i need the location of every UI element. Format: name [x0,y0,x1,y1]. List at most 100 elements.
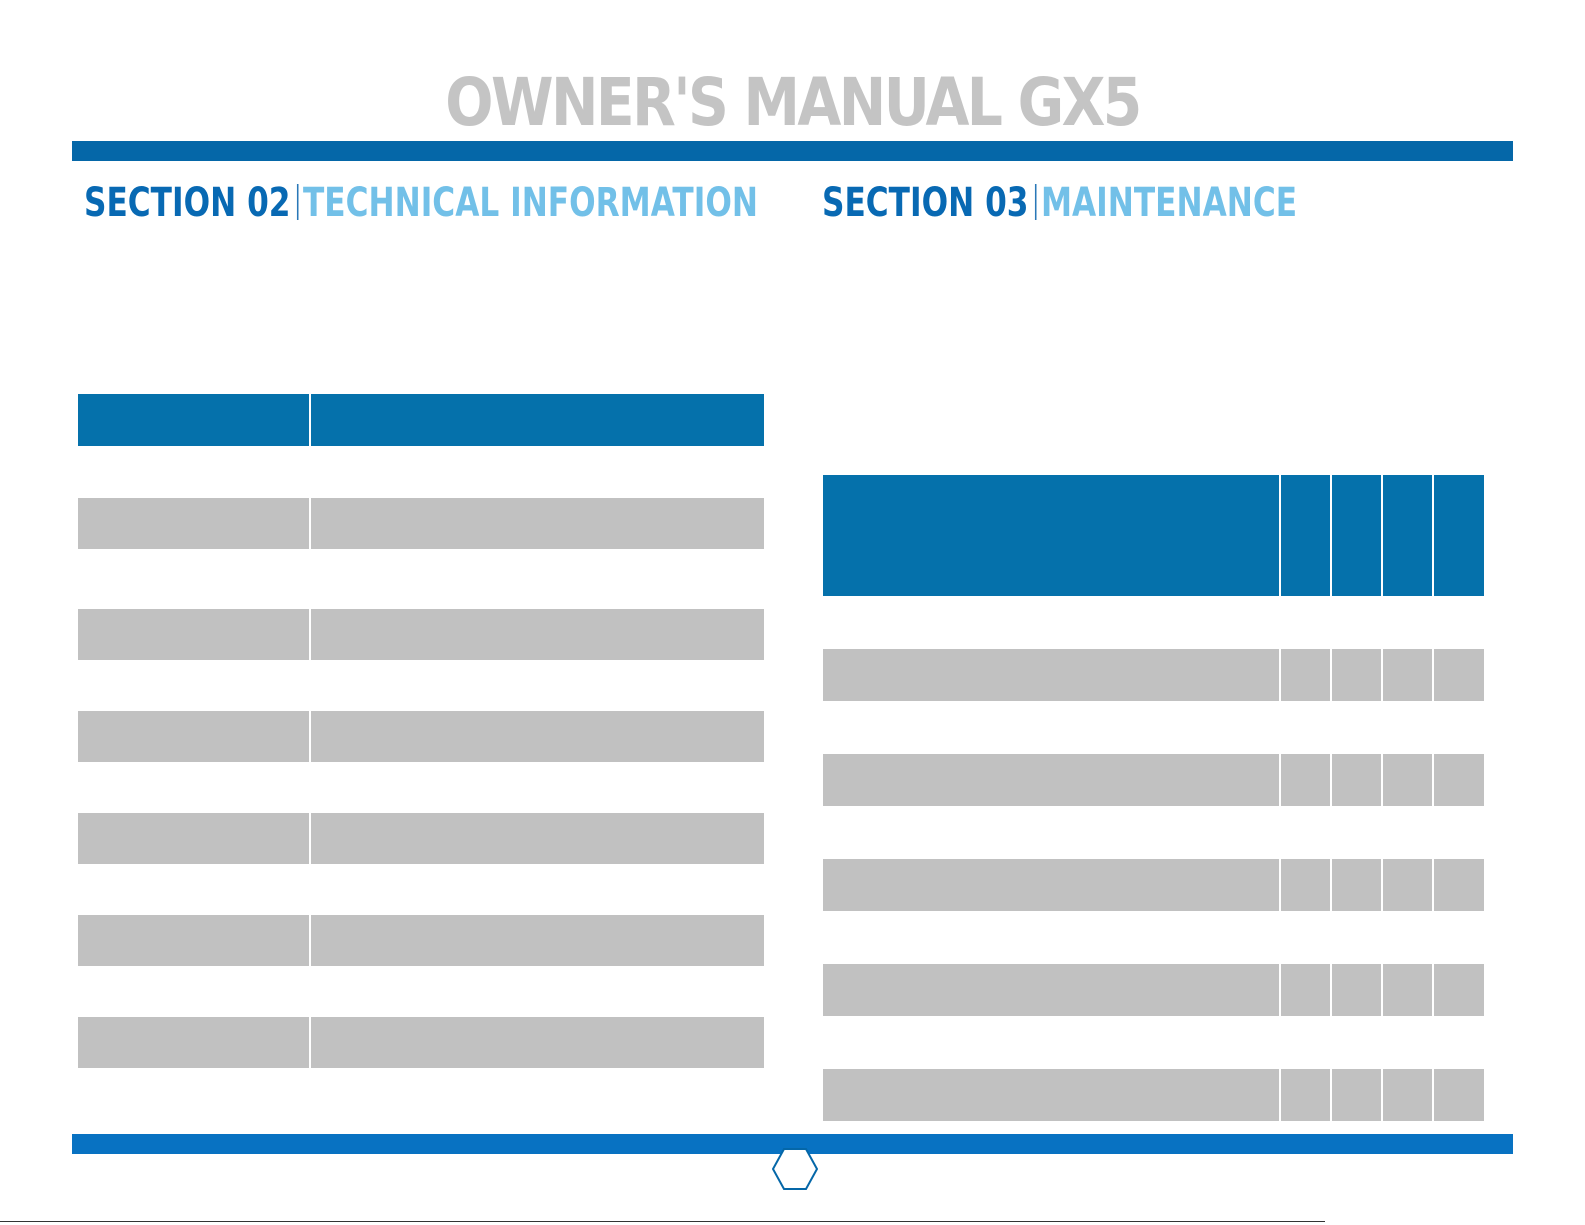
table-row [78,915,764,966]
table-header-cell [1332,475,1381,596]
table-cell [1281,596,1330,649]
table-row [823,911,1485,964]
table-cell [823,806,1279,859]
spec-label [78,498,309,549]
spec-label [78,813,309,864]
table-row [823,806,1485,859]
spec-value [311,446,764,498]
spec-value [311,1068,764,1119]
table-header-cell [1281,475,1330,596]
table-row [823,964,1485,1016]
table-cell [823,701,1279,754]
table-cell [1332,806,1381,859]
table-row [78,711,764,762]
table-header-cell [1434,475,1484,596]
table-cell [1383,1016,1432,1069]
table-cell [1383,1069,1432,1121]
spec-value [311,549,764,609]
table-cell [1434,911,1484,964]
spec-value [311,660,764,711]
table-cell [1434,859,1484,911]
spec-label [78,660,309,711]
spec-value [311,762,764,813]
table-cell [1281,701,1330,754]
spec-label [78,966,309,1017]
spec-label [78,446,309,498]
table-cell [823,649,1279,701]
table-cell [1383,596,1432,649]
table-cell [823,596,1279,649]
table-body [78,446,764,1119]
table-cell [1434,806,1484,859]
table-row [823,859,1485,911]
table-cell [1281,806,1330,859]
table-row [78,498,764,549]
table-cell [1383,859,1432,911]
spec-value [311,966,764,1017]
spec-value [311,609,764,660]
technical-info-table [78,394,764,1119]
spec-label [78,864,309,915]
table-cell [1332,649,1381,701]
table-cell [1281,1016,1330,1069]
table-body [823,596,1485,1121]
table-cell [1332,701,1381,754]
table-row [823,596,1485,649]
table-row [823,1069,1485,1121]
page-number-hexagon-icon [772,1148,818,1190]
table-cell [823,754,1279,806]
section-03-heading: SECTION 03 MAINTENANCE [822,180,1297,226]
table-row [78,549,764,609]
table-cell [1383,701,1432,754]
spec-label [78,609,309,660]
table-row [823,754,1485,806]
table-cell [1281,649,1330,701]
table-cell [823,859,1279,911]
table-row [78,660,764,711]
table-cell [1383,964,1432,1016]
table-header-cell [823,475,1279,596]
table-header-cell [1383,475,1432,596]
footer-bar [72,1134,1513,1154]
table-cell [1434,964,1484,1016]
section-divider [296,184,299,220]
table-cell [1383,806,1432,859]
table-cell [1434,1069,1484,1121]
spec-label [78,915,309,966]
table-cell [1383,911,1432,964]
header-bar [72,141,1513,161]
table-cell [823,964,1279,1016]
table-cell [1332,964,1381,1016]
table-cell [1281,754,1330,806]
table-cell [1332,911,1381,964]
spec-value [311,813,764,864]
table-cell [1332,596,1381,649]
table-cell [1332,859,1381,911]
section-divider [1034,184,1037,220]
table-cell [1434,754,1484,806]
table-row [78,446,764,498]
spec-value [311,1017,764,1068]
table-cell [1332,1016,1381,1069]
table-row [823,701,1485,754]
table-cell [1281,859,1330,911]
maintenance-table [823,475,1485,1121]
spec-label [78,762,309,813]
spec-label [78,549,309,609]
table-header-row [823,475,1485,596]
table-cell [823,1016,1279,1069]
spec-value [311,711,764,762]
table-row [78,609,764,660]
table-cell [1332,1069,1381,1121]
table-row [78,1068,764,1119]
spec-label [78,1017,309,1068]
table-header-row [78,394,764,446]
table-row [78,762,764,813]
spec-value [311,498,764,549]
spec-value [311,864,764,915]
table-row [78,813,764,864]
table-cell [1434,596,1484,649]
table-cell [1281,911,1330,964]
table-header-cell [311,394,764,446]
table-cell [823,911,1279,964]
